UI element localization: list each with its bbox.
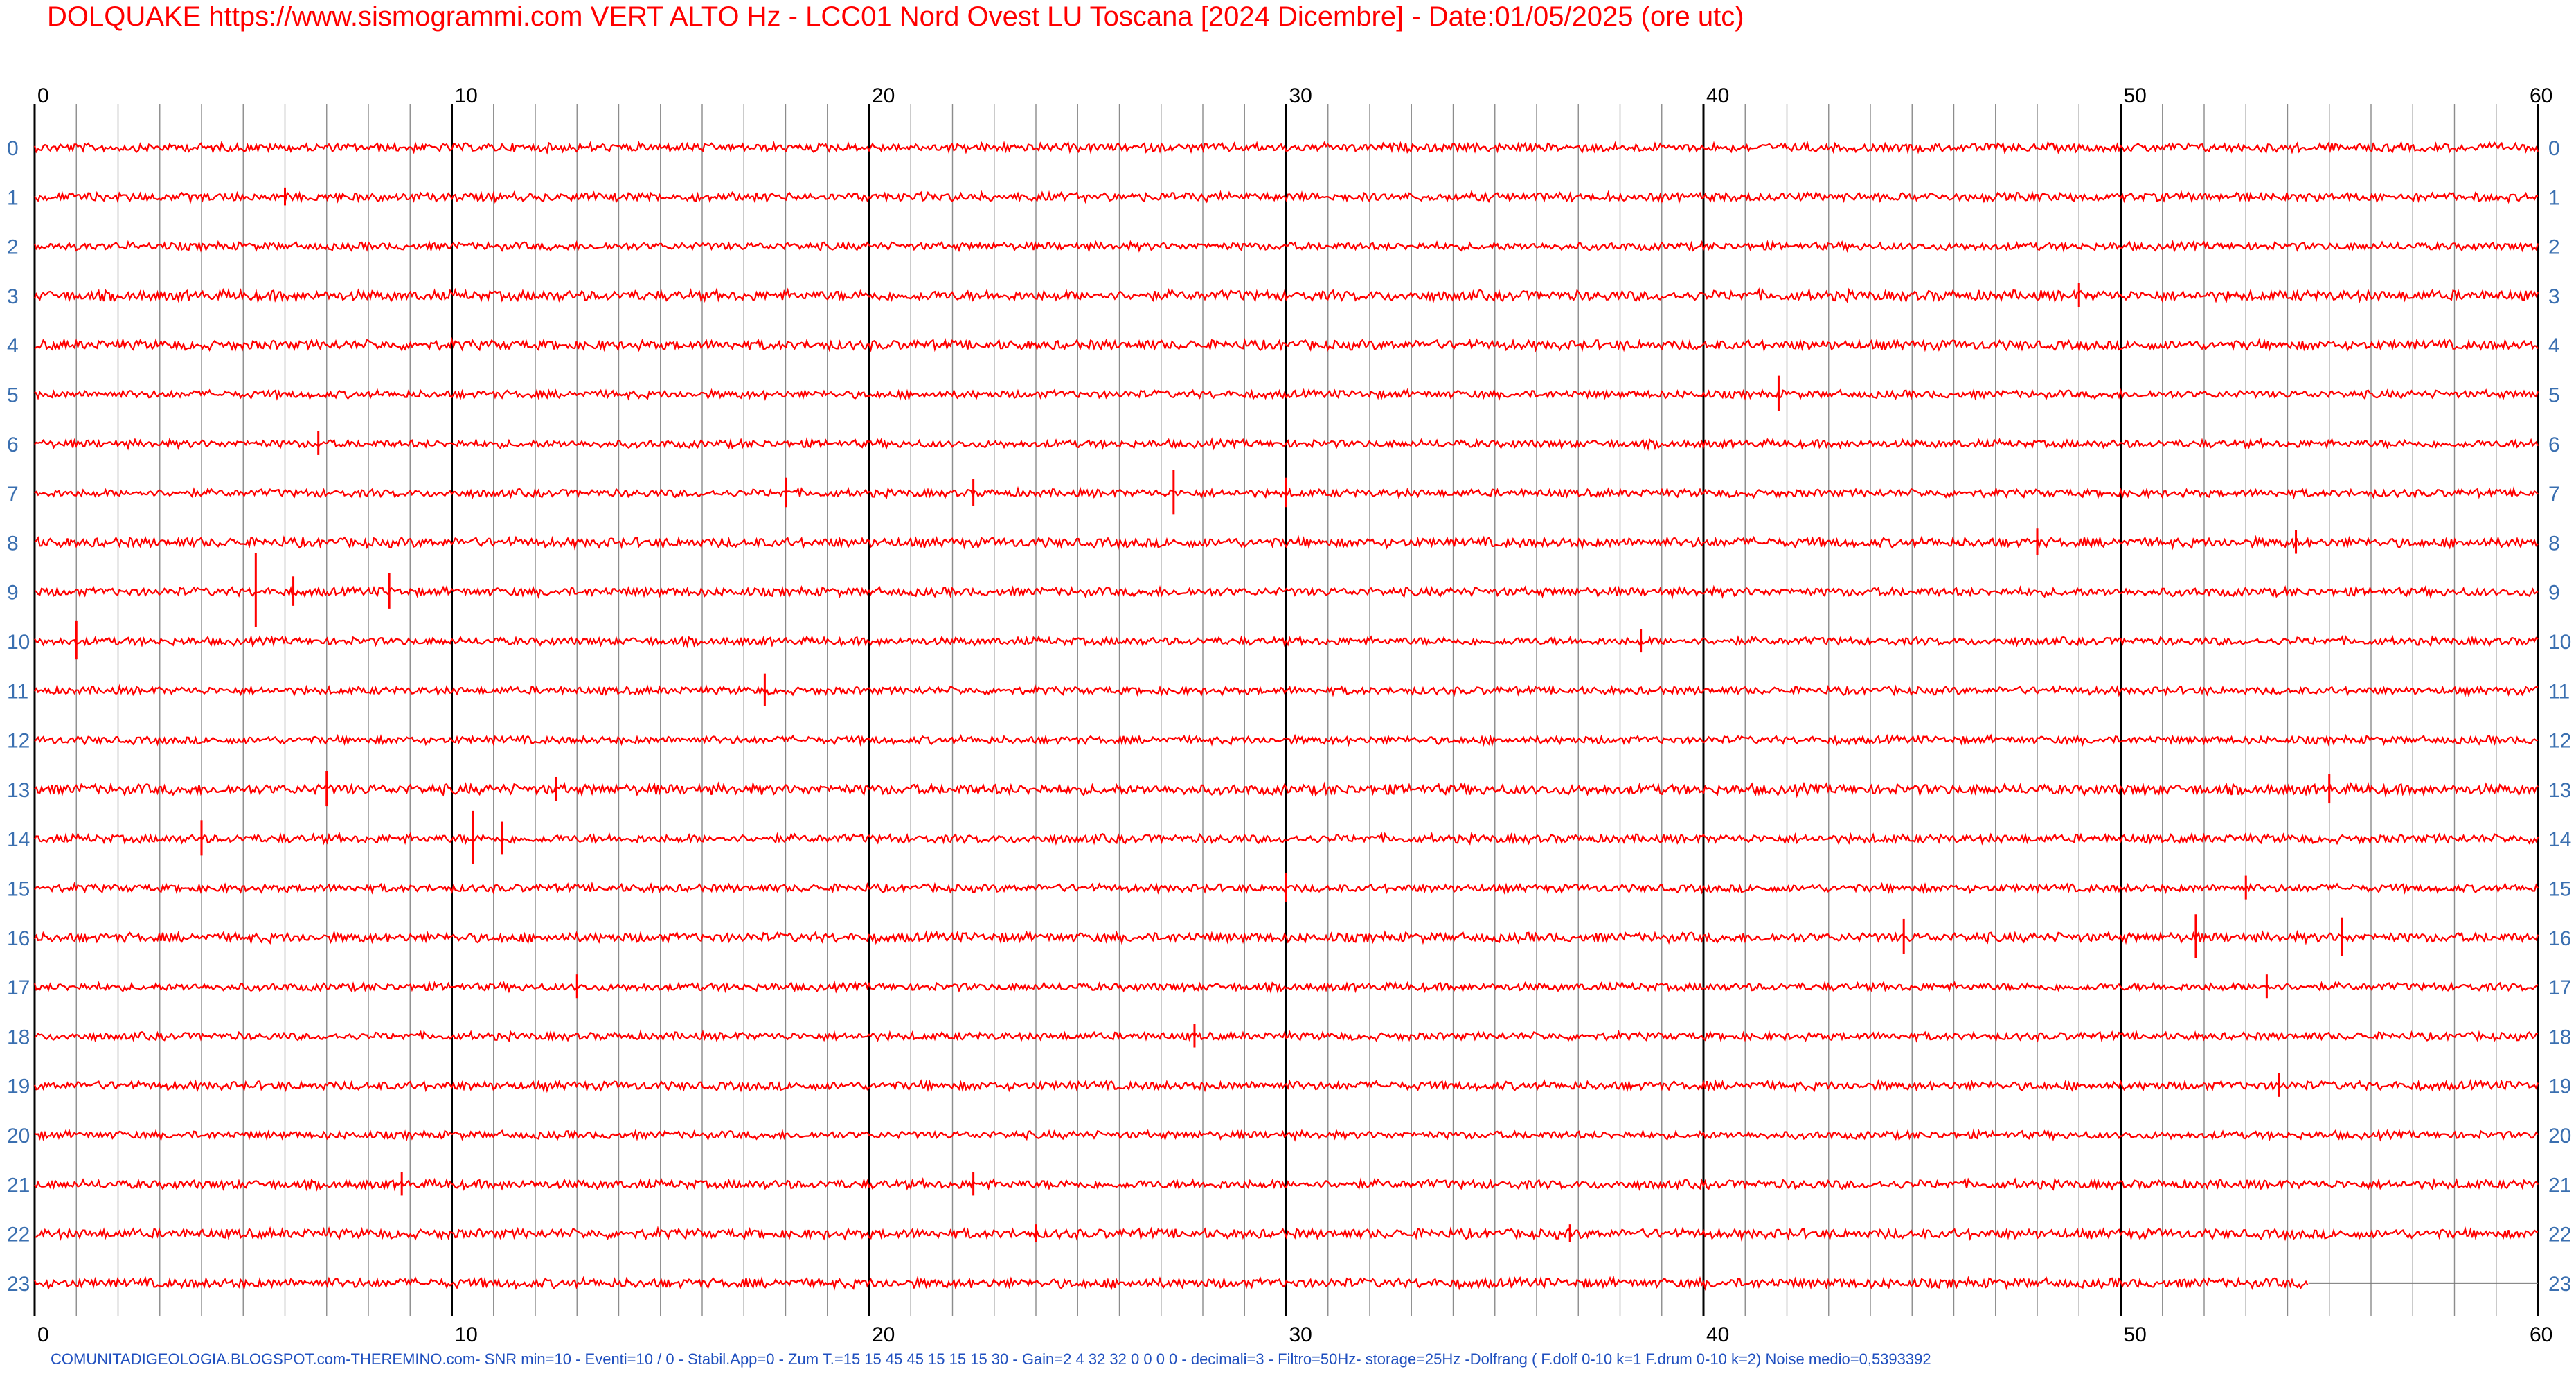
hour-label-left: 14	[7, 828, 30, 851]
trace-hour-6	[34, 437, 2539, 452]
hour-label-right: 8	[2548, 532, 2560, 555]
hour-label-right: 22	[2548, 1224, 2571, 1246]
hour-label-left: 3	[7, 285, 19, 308]
hour-label-right: 15	[2548, 878, 2571, 901]
hour-label-left: 22	[7, 1224, 30, 1246]
hour-label-right: 1	[2548, 186, 2560, 209]
minute-tick-top: 0	[37, 84, 49, 107]
hour-label-left: 21	[7, 1174, 30, 1197]
trace-hour-22	[34, 1226, 2539, 1242]
minute-grid	[33, 104, 2539, 1316]
hour-label-left: 5	[7, 384, 19, 407]
minute-tick-bottom: 40	[1706, 1323, 1729, 1346]
trace-hour-19	[33, 1078, 2539, 1093]
hour-label-left: 18	[7, 1026, 30, 1048]
hour-label-left: 2	[7, 236, 19, 259]
trace-hour-11	[34, 683, 2539, 697]
minute-tick-top: 60	[2530, 84, 2552, 107]
hour-label-left: 15	[7, 878, 30, 901]
hour-label-right: 19	[2548, 1075, 2571, 1098]
hour-label-left: 16	[7, 927, 30, 950]
trace-hour-5	[34, 388, 2539, 402]
hour-label-left: 12	[7, 730, 30, 753]
trace-hour-8	[34, 535, 2539, 551]
hour-label-right: 14	[2548, 828, 2571, 851]
hour-label-left: 10	[7, 631, 30, 654]
hour-label-right: 17	[2548, 976, 2571, 999]
trace-hour-13	[34, 780, 2539, 798]
trace-hour-12	[34, 733, 2539, 747]
trace-hour-0	[33, 140, 2539, 155]
minute-tick-bottom: 30	[1289, 1323, 1312, 1346]
hour-label-right: 6	[2548, 434, 2560, 456]
hour-label-right: 10	[2548, 631, 2571, 654]
hour-label-right: 0	[2548, 137, 2560, 160]
minute-tick-top: 20	[872, 84, 895, 107]
minute-tick-top: 50	[2124, 84, 2147, 107]
hour-label-left: 23	[7, 1273, 30, 1296]
hour-label-left: 0	[7, 137, 19, 160]
chart-title: DOLQUAKE https://www.sismogrammi.com VER…	[47, 1, 1744, 32]
hour-label-left: 7	[7, 483, 19, 506]
hour-label-right: 9	[2548, 582, 2560, 605]
hour-label-right: 13	[2548, 779, 2571, 802]
trace-hour-2	[33, 239, 2539, 253]
minute-tick-top: 10	[455, 84, 478, 107]
hour-label-right: 21	[2548, 1174, 2571, 1197]
hour-label-left: 19	[7, 1075, 30, 1098]
minute-tick-bottom: 60	[2530, 1323, 2552, 1346]
hour-label-left: 6	[7, 434, 19, 456]
trace-hour-23	[33, 1275, 2309, 1292]
footer-parameters: COMUNITADIGEOLOGIA.BLOGSPOT.com-THEREMIN…	[51, 1350, 1931, 1368]
trace-hour-10	[34, 634, 2539, 649]
trace-hour-3	[33, 287, 2539, 304]
minute-tick-bottom: 10	[455, 1323, 478, 1346]
trace-hour-18	[34, 1028, 2539, 1043]
hour-label-right: 5	[2548, 384, 2560, 407]
hour-label-left: 9	[7, 582, 19, 605]
minute-tick-bottom: 50	[2124, 1323, 2147, 1346]
trace-hour-4	[34, 337, 2539, 353]
trace-hour-20	[34, 1128, 2539, 1142]
trace-hour-16	[34, 929, 2539, 946]
hour-label-left: 13	[7, 779, 30, 802]
trace-hour-14	[34, 831, 2539, 846]
hour-label-right: 7	[2548, 483, 2560, 506]
hour-label-right: 18	[2548, 1026, 2571, 1048]
hour-label-left: 20	[7, 1125, 30, 1147]
trace-hour-21	[34, 1177, 2539, 1192]
trace-hour-9	[34, 584, 2539, 600]
hour-label-right: 23	[2548, 1273, 2571, 1296]
hour-label-right: 3	[2548, 285, 2560, 308]
hour-label-left: 11	[7, 680, 28, 703]
minute-tick-bottom: 20	[872, 1323, 895, 1346]
minute-tick-top: 30	[1289, 84, 1312, 107]
minute-tick-bottom: 0	[37, 1323, 49, 1346]
hour-label-right: 16	[2548, 927, 2571, 950]
trace-hour-1	[34, 190, 2539, 204]
hour-label-right: 2	[2548, 236, 2560, 259]
hour-label-right: 20	[2548, 1125, 2571, 1147]
hour-label-right: 4	[2548, 334, 2560, 357]
trace-hour-17	[33, 980, 2539, 994]
hour-label-left: 17	[7, 976, 30, 999]
hour-label-right: 12	[2548, 730, 2571, 753]
hour-traces	[33, 140, 2539, 1292]
hour-label-right: 11	[2548, 680, 2570, 703]
hour-label-left: 8	[7, 532, 19, 555]
hour-label-left: 4	[7, 334, 19, 357]
hour-label-left: 1	[7, 186, 19, 209]
minute-tick-top: 40	[1706, 84, 1729, 107]
